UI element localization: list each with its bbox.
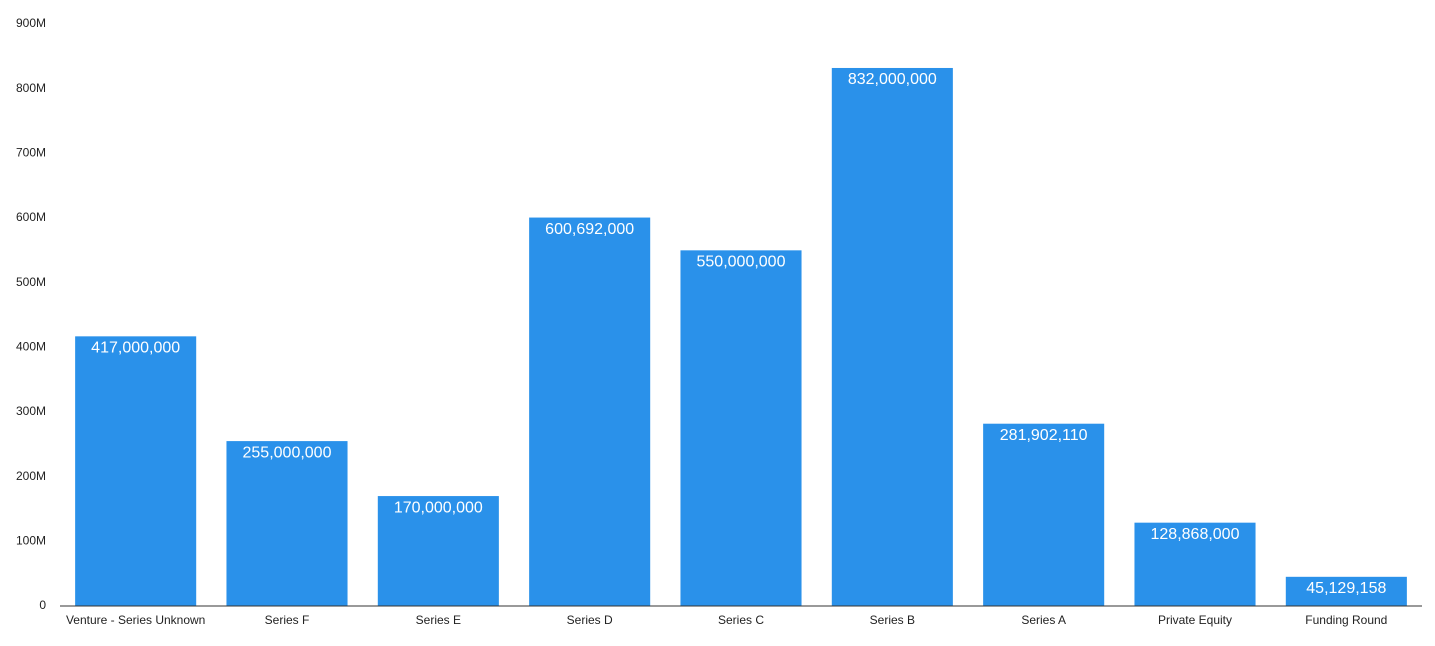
bar xyxy=(75,336,197,606)
y-tick-label: 800M xyxy=(16,81,46,95)
y-tick-label: 300M xyxy=(16,404,46,418)
value-label: 550,000,000 xyxy=(697,254,786,271)
value-label: 128,868,000 xyxy=(1151,526,1240,543)
x-tick-label: Series D xyxy=(567,613,613,627)
value-label: 255,000,000 xyxy=(243,444,332,461)
x-tick-label: Series A xyxy=(1021,613,1066,627)
bar xyxy=(831,67,953,607)
bar xyxy=(377,496,499,606)
y-tick-label: 200M xyxy=(16,469,46,483)
value-label: 281,902,110 xyxy=(1000,427,1088,444)
value-label: 832,000,000 xyxy=(848,71,937,88)
y-tick-label: 100M xyxy=(16,534,46,548)
x-tick-label: Venture - Series Unknown xyxy=(66,613,205,627)
bar xyxy=(983,423,1105,606)
y-tick-label: 900M xyxy=(16,16,46,30)
y-tick-label: 700M xyxy=(16,146,46,160)
x-tick-label: Series F xyxy=(265,613,310,627)
y-tick-label: 0 xyxy=(39,598,46,612)
bar xyxy=(226,441,348,606)
y-tick-label: 400M xyxy=(16,340,46,354)
value-label: 417,000,000 xyxy=(91,340,180,357)
bar xyxy=(1285,576,1407,606)
y-tick-label: 500M xyxy=(16,275,46,289)
value-label: 600,692,000 xyxy=(545,221,634,238)
value-label: 45,129,158 xyxy=(1306,580,1386,597)
bar xyxy=(1134,522,1256,606)
bar xyxy=(529,217,651,607)
x-tick-label: Private Equity xyxy=(1158,613,1232,627)
y-tick-label: 600M xyxy=(16,210,46,224)
x-tick-label: Series B xyxy=(870,613,915,627)
bar xyxy=(680,250,802,607)
value-label: 170,000,000 xyxy=(394,499,483,516)
x-tick-label: Series C xyxy=(718,613,764,627)
x-tick-label: Series E xyxy=(416,613,461,627)
x-tick-label: Funding Round xyxy=(1305,613,1387,627)
